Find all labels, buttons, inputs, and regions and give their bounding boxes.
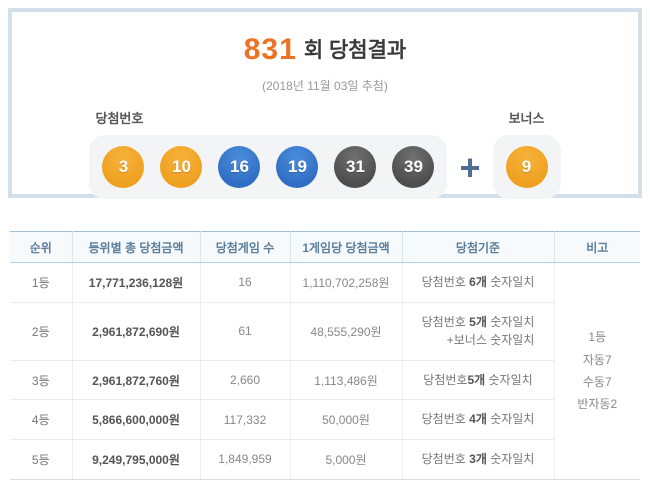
remark-line: 1등 [588,330,607,345]
prize-per-game-5: 5,000원 [290,439,403,480]
lotto-ball-6: 39 [392,146,435,188]
criteria-2: 당첨번호 5개 숫자일치 +보너스 숫자일치 [402,302,555,361]
winning-games-1: 16 [200,262,291,303]
table-row: 3등 2,961,872,760원 2,660 1,113,486원 당첨번호5… [10,360,640,401]
col-header-remark: 비고 [554,231,640,263]
lotto-ball-5: 31 [334,146,377,188]
numbers-row: 당첨번호 3 10 16 19 31 39 + 보너스 9 [12,108,638,199]
criteria-4: 당첨번호 4개 숫자일치 [402,399,555,440]
plus-icon: + [459,147,481,188]
remark-line: 자동7 [582,352,612,367]
bonus-label: 보너스 [508,111,545,126]
total-prize-5: 9,249,795,000원 [72,439,201,480]
remark-line: 수동7 [582,374,612,389]
prize-per-game-2: 48,555,290원 [290,302,403,361]
draw-title-suffix: 회 당첨결과 [303,39,407,62]
bonus-ball: 9 [505,146,548,188]
total-prize-2: 2,961,872,690원 [72,302,201,361]
winning-numbers-label: 당첨번호 [95,111,144,126]
bonus-ball-box: 9 [492,135,561,199]
rank-4: 4등 [10,399,73,440]
remark-line: 반자동2 [577,396,618,411]
prize-table: 순위 등위별 총 당첨금액 당첨게임 수 1게임당 당첨금액 당첨기준 비고 1… [10,231,640,480]
lotto-ball-3: 16 [218,146,261,188]
winning-numbers-group: 당첨번호 3 10 16 19 31 39 [89,108,448,199]
winning-games-3: 2,660 [200,360,291,401]
bonus-group: 보너스 9 [492,108,561,199]
col-header-prize-per-game: 1게임당 당첨금액 [290,231,403,263]
col-header-winning-games: 당첨게임 수 [200,231,291,263]
table-row: 1등 17,771,236,128원 16 1,110,702,258원 당첨번… [10,262,640,480]
page-title: 831 회 당첨결과 [12,33,638,67]
winning-games-5: 1,849,959 [200,439,291,480]
criteria-5: 당첨번호 3개 숫자일치 [402,439,555,480]
rank-5: 5등 [10,439,73,480]
prize-per-game-1: 1,110,702,258원 [290,262,403,303]
winning-games-4: 117,332 [200,399,291,440]
rank-2: 2등 [10,302,73,361]
col-header-total-prize: 등위별 총 당첨금액 [72,231,201,263]
lotto-ball-4: 19 [276,146,319,188]
table-row: 2등 2,961,872,690원 61 48,555,290원 당첨번호 5개… [10,302,640,361]
col-header-rank: 순위 [10,231,73,263]
criteria-3: 당첨번호5개 숫자일치 [402,360,555,401]
rank-1: 1등 [10,262,73,303]
col-header-criteria: 당첨기준 [402,231,555,263]
table-header-row: 순위 등위별 총 당첨금액 당첨게임 수 1게임당 당첨금액 당첨기준 비고 [10,231,640,263]
prize-per-game-4: 50,000원 [290,399,403,440]
total-prize-1: 17,771,236,128원 [72,262,201,303]
draw-round-number: 831 [243,33,297,66]
draw-date: (2018년 11월 03일 추첨) [262,79,388,93]
rank-3: 3등 [10,360,73,401]
winning-balls-box: 3 10 16 19 31 39 [89,135,448,199]
total-prize-4: 5,866,600,000원 [72,399,201,440]
lotto-ball-2: 10 [160,146,203,188]
table-row: 5등 9,249,795,000원 1,849,959 5,000원 당첨번호 … [10,439,640,480]
lotto-ball-1: 3 [102,146,145,188]
table-row: 4등 5,866,600,000원 117,332 50,000원 당첨번호 4… [10,399,640,440]
remark-cell: 1등 자동7 수동7 반자동2 [554,262,640,480]
prize-per-game-3: 1,113,486원 [290,360,403,401]
winning-games-2: 61 [200,302,291,361]
total-prize-3: 2,961,872,760원 [72,360,201,401]
criteria-1: 당첨번호 6개 숫자일치 [402,262,555,303]
result-banner: 831 회 당첨결과 (2018년 11월 03일 추첨) 당첨번호 3 10 1… [8,8,642,199]
